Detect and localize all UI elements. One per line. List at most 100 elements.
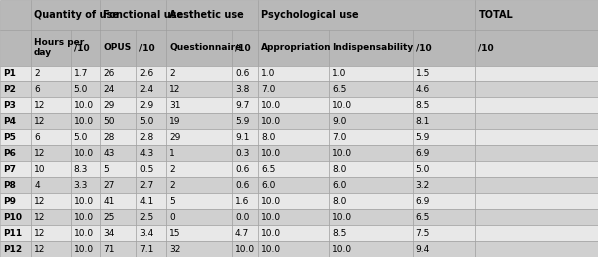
Bar (232, 81, 258, 97)
Bar (258, 0, 475, 30)
Text: 0: 0 (169, 213, 175, 222)
Text: 24: 24 (103, 85, 115, 94)
Text: 3.2: 3.2 (416, 181, 430, 190)
Bar (136, 177, 166, 193)
Bar (136, 113, 166, 129)
Bar (100, 177, 136, 193)
Text: 4.6: 4.6 (416, 85, 430, 94)
Bar (71, 30, 100, 66)
Text: TOTAL: TOTAL (478, 10, 513, 20)
Bar (475, 241, 598, 257)
Bar (232, 225, 258, 241)
Text: 27: 27 (103, 181, 115, 190)
Bar (329, 113, 413, 129)
Bar (71, 225, 100, 241)
Bar (232, 66, 258, 81)
Bar (232, 209, 258, 225)
Bar (166, 81, 232, 97)
Text: 2: 2 (169, 69, 175, 78)
Bar (71, 97, 100, 113)
Bar (475, 81, 598, 97)
Text: /10: /10 (74, 43, 89, 52)
Text: 12: 12 (34, 197, 45, 206)
Text: P11: P11 (3, 228, 22, 237)
Bar (31, 0, 100, 30)
Bar (329, 30, 413, 66)
Bar (413, 129, 475, 145)
Bar (0, 177, 31, 193)
Bar (0, 145, 31, 161)
Text: 9.4: 9.4 (416, 244, 430, 253)
Bar (166, 129, 232, 145)
Text: 7.1: 7.1 (139, 244, 154, 253)
Bar (0, 193, 31, 209)
Text: P10: P10 (3, 213, 22, 222)
Text: 10.0: 10.0 (74, 197, 94, 206)
Text: 12: 12 (34, 149, 45, 158)
Bar (166, 145, 232, 161)
Bar (475, 0, 598, 30)
Text: 9.7: 9.7 (235, 101, 249, 110)
Bar (166, 97, 232, 113)
Bar (0, 97, 31, 113)
Text: 3.8: 3.8 (235, 85, 249, 94)
Bar (232, 145, 258, 161)
Bar (0, 161, 31, 177)
Text: 10: 10 (34, 165, 45, 174)
Bar (71, 161, 100, 177)
Bar (100, 241, 136, 257)
Text: 28: 28 (103, 133, 115, 142)
Text: 10.0: 10.0 (332, 213, 352, 222)
Text: 29: 29 (169, 133, 181, 142)
Bar (31, 145, 71, 161)
Text: 10.0: 10.0 (261, 213, 282, 222)
Text: 4.7: 4.7 (235, 228, 249, 237)
Bar (0, 30, 31, 66)
Bar (31, 97, 71, 113)
Bar (329, 225, 413, 241)
Text: 1: 1 (169, 149, 175, 158)
Text: 0.6: 0.6 (235, 181, 249, 190)
Bar (329, 145, 413, 161)
Text: 0.6: 0.6 (235, 69, 249, 78)
Bar (258, 241, 329, 257)
Text: 10.0: 10.0 (261, 149, 282, 158)
Bar (413, 161, 475, 177)
Bar (71, 145, 100, 161)
Text: 5.0: 5.0 (74, 85, 88, 94)
Bar (136, 241, 166, 257)
Bar (100, 113, 136, 129)
Text: 12: 12 (34, 117, 45, 126)
Bar (100, 0, 166, 30)
Text: 2.5: 2.5 (139, 213, 154, 222)
Bar (475, 113, 598, 129)
Text: 29: 29 (103, 101, 115, 110)
Bar (475, 225, 598, 241)
Text: 1.0: 1.0 (332, 69, 346, 78)
Text: 5.0: 5.0 (139, 117, 154, 126)
Text: 7.0: 7.0 (261, 85, 276, 94)
Text: P2: P2 (3, 85, 16, 94)
Text: 34: 34 (103, 228, 115, 237)
Text: 2.9: 2.9 (139, 101, 154, 110)
Bar (166, 241, 232, 257)
Text: 6.5: 6.5 (416, 213, 430, 222)
Bar (0, 113, 31, 129)
Text: 8.3: 8.3 (74, 165, 88, 174)
Text: Aesthetic use: Aesthetic use (169, 10, 244, 20)
Text: 10.0: 10.0 (74, 101, 94, 110)
Text: /10: /10 (235, 43, 251, 52)
Bar (100, 81, 136, 97)
Text: 4.3: 4.3 (139, 149, 154, 158)
Text: 12: 12 (34, 213, 45, 222)
Text: 8.0: 8.0 (261, 133, 276, 142)
Bar (100, 193, 136, 209)
Text: 15: 15 (169, 228, 181, 237)
Bar (413, 145, 475, 161)
Text: Questionnaire: Questionnaire (169, 43, 242, 52)
Bar (0, 66, 31, 81)
Bar (71, 241, 100, 257)
Text: 71: 71 (103, 244, 115, 253)
Text: 32: 32 (169, 244, 181, 253)
Bar (71, 113, 100, 129)
